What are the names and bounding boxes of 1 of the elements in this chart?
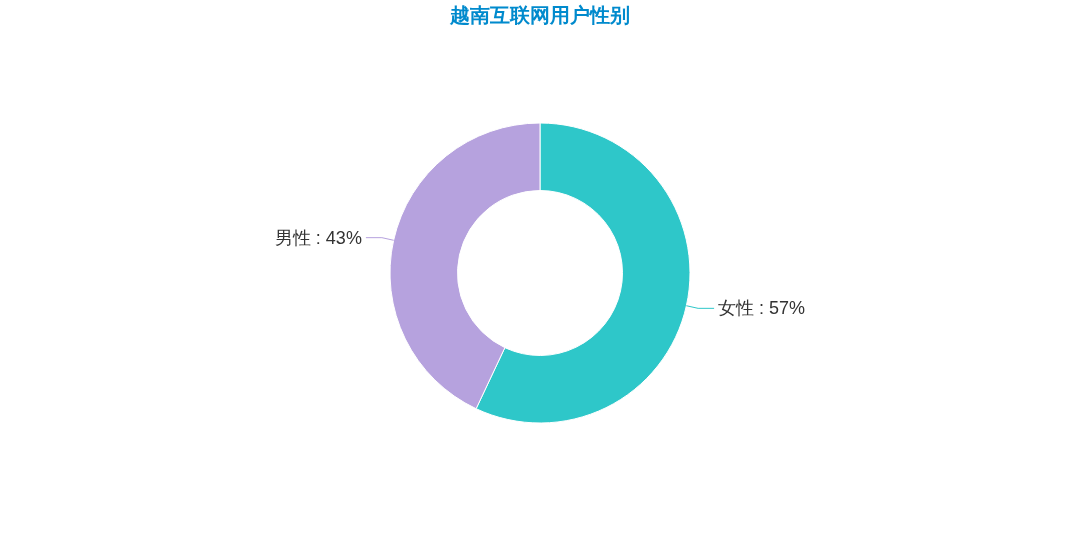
title: 越南互联网用户性别 [450, 4, 630, 26]
